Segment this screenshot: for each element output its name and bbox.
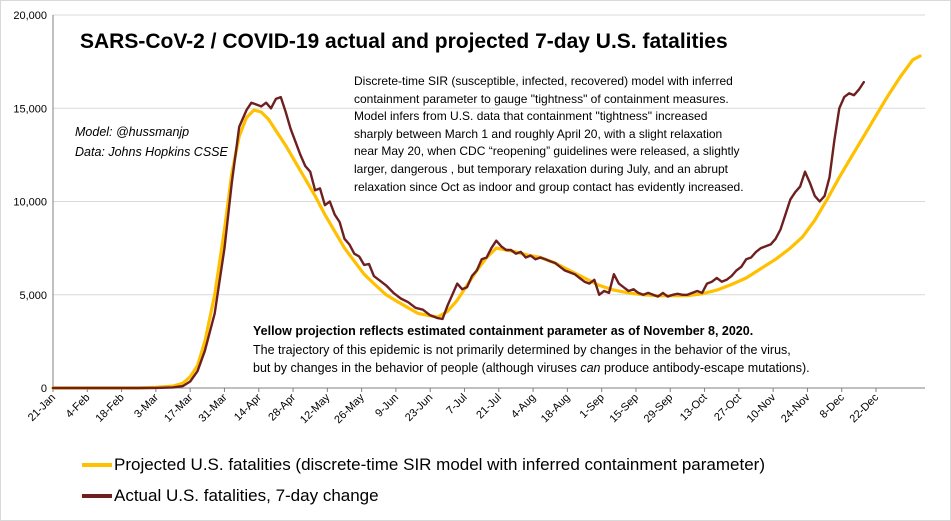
model-description: Discrete-time SIR (susceptible, infected… bbox=[354, 73, 814, 196]
trajectory-note-line1: The trajectory of this epidemic is not p… bbox=[253, 342, 791, 357]
model-description-line: Model infers from U.S. data that contain… bbox=[354, 109, 708, 124]
x-tick-label: 26-May bbox=[332, 391, 367, 426]
legend-swatch-actual bbox=[82, 494, 112, 498]
model-description-line: larger, dangerous , but temporary relaxa… bbox=[354, 161, 729, 176]
x-tick-label: 31-Mar bbox=[196, 391, 229, 424]
x-tick-label: 13-Oct bbox=[678, 392, 710, 424]
y-tick-label: 15,000 bbox=[13, 103, 47, 115]
x-tick-label: 23-Jun bbox=[403, 392, 435, 424]
model-description-line: near May 20, when CDC “reopening” guidel… bbox=[354, 144, 740, 159]
x-tick-label: 4-Aug bbox=[509, 392, 538, 421]
legend-item-projected: Projected U.S. fatalities (discrete-time… bbox=[82, 452, 765, 478]
projection-note: Yellow projection reflects estimated con… bbox=[253, 324, 754, 338]
x-tick-label: 12-May bbox=[298, 391, 333, 426]
x-tick-label: 8-Dec bbox=[818, 391, 848, 421]
model-description-line: relaxation since Oct as indoor and group… bbox=[354, 179, 744, 194]
x-axis-ticks: 21-Jan 4-Feb 18-Feb 3-Mar 17-Mar 31-Mar 14-Apr… bbox=[26, 388, 882, 426]
trajectory-note-emphasis: can bbox=[580, 361, 601, 375]
x-tick-label: 28-Apr bbox=[266, 391, 298, 423]
author-model: Model: @hussmanjp bbox=[75, 125, 190, 139]
axes bbox=[52, 15, 925, 389]
x-tick-label: 10-Nov bbox=[745, 391, 779, 425]
x-tick-label: 14-Apr bbox=[232, 391, 264, 423]
x-tick-label: 29-Sep bbox=[642, 392, 676, 426]
author-data-source: Data: Johns Hopkins CSSE bbox=[75, 145, 228, 159]
y-axis-ticks: 0 5,000 10,000 15,000 20,000 bbox=[13, 10, 47, 395]
projection-note-block: Yellow projection reflects estimated con… bbox=[253, 322, 810, 378]
chart-title: SARS-CoV-2 / COVID-19 actual and project… bbox=[80, 30, 728, 53]
x-tick-label: 17-Mar bbox=[162, 391, 195, 424]
x-tick-label: 9-Jun bbox=[373, 392, 401, 420]
x-tick-label: 18-Feb bbox=[94, 392, 127, 425]
legend-swatch-projected bbox=[82, 463, 112, 467]
x-tick-label: 24-Nov bbox=[779, 391, 813, 425]
x-tick-label: 27-Oct bbox=[712, 392, 744, 424]
model-description-line: containment parameter to gauge "tightnes… bbox=[354, 91, 729, 106]
trajectory-note-line2-b: produce antibody-escape mutations). bbox=[600, 361, 810, 375]
x-tick-label: 22-Dec bbox=[848, 391, 882, 425]
trajectory-note-line2-a: but by changes in the behavior of people… bbox=[253, 361, 581, 375]
x-tick-label: 18-Aug bbox=[539, 392, 573, 426]
x-tick-label: 4-Feb bbox=[64, 392, 93, 421]
author-info: Model: @hussmanjp Data: Johns Hopkins CS… bbox=[75, 122, 228, 162]
y-tick-label: 20,000 bbox=[13, 10, 47, 22]
y-tick-label: 10,000 bbox=[13, 197, 47, 209]
y-tick-label: 0 bbox=[41, 383, 47, 395]
legend-label-projected: Projected U.S. fatalities (discrete-time… bbox=[114, 455, 765, 474]
model-description-line: sharply between March 1 and roughly Apri… bbox=[354, 126, 723, 141]
model-description-line: Discrete-time SIR (susceptible, infected… bbox=[354, 74, 733, 88]
y-tick-label: 5,000 bbox=[19, 290, 47, 302]
legend-item-actual: Actual U.S. fatalities, 7-day change bbox=[82, 483, 379, 509]
x-tick-label: 21-Jan bbox=[26, 392, 58, 424]
x-tick-label: 7-Jul bbox=[444, 392, 469, 417]
series-lines bbox=[51, 54, 922, 390]
x-tick-label: 15-Sep bbox=[608, 392, 642, 426]
x-tick-label: 1-Sep bbox=[578, 392, 607, 421]
legend-label-actual: Actual U.S. fatalities, 7-day change bbox=[114, 486, 379, 505]
series-line-actual bbox=[51, 80, 865, 390]
trajectory-note-line2: but by changes in the behavior of people… bbox=[253, 359, 810, 378]
x-tick-label: 21-Jul bbox=[474, 392, 504, 422]
x-tick-label: 3-Mar bbox=[132, 391, 161, 420]
